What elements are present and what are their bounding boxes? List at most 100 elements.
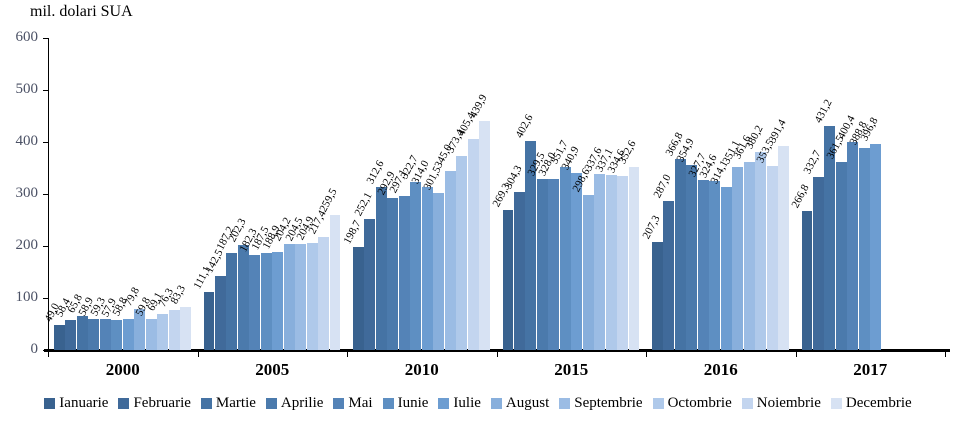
bar-2016-iulie xyxy=(720,186,732,350)
bar-2000-octombrie xyxy=(157,314,169,350)
bar-value-label: 332,7 xyxy=(801,148,824,176)
bar-2010-decembrie xyxy=(479,121,490,350)
bar-2000-septembrie xyxy=(145,318,157,350)
bar-2017-aprilie xyxy=(835,162,847,350)
bar-2000-iunie xyxy=(111,319,123,350)
bar-value-label: 431,2 xyxy=(812,97,835,125)
bar-value-label: 207,3 xyxy=(640,213,663,242)
bar-2017-iunie xyxy=(858,147,870,350)
bar-2010-iulie xyxy=(421,186,433,350)
bar-value-label: 266,8 xyxy=(789,182,812,211)
legend-swatch xyxy=(559,398,571,409)
y-axis-tick-label: 100 xyxy=(15,289,39,305)
bar-2015-aprilie xyxy=(536,178,548,350)
legend-label: Iunie xyxy=(397,395,429,411)
x-axis-year-label: 2017 xyxy=(853,360,888,379)
bar-2010-martie xyxy=(375,187,387,350)
bar-2015-decembrie xyxy=(628,166,640,350)
bar-2016-decembrie xyxy=(778,146,789,350)
legend-swatch xyxy=(830,398,842,409)
x-axis-tick-mark xyxy=(795,352,797,357)
bar-value-label: 142,5 xyxy=(203,247,226,275)
bar-2010-octombrie xyxy=(456,155,468,350)
legend-label: Ianuarie xyxy=(59,395,109,411)
x-axis-tick-mark xyxy=(945,352,946,357)
bar-2016-februarie xyxy=(663,200,675,350)
bar-2000-noiembrie xyxy=(168,310,180,350)
bar-2016-aprilie xyxy=(686,165,698,350)
chart-title: mil. dolari SUA xyxy=(30,3,133,20)
y-axis-tick-label: 400 xyxy=(15,133,39,149)
x-axis-tick-mark xyxy=(48,352,49,357)
bar-2015-septembrie xyxy=(594,174,606,350)
legend-label: Septembrie xyxy=(574,395,643,411)
bar-2017-mai xyxy=(847,141,859,350)
bar-2015-octombrie xyxy=(605,174,617,350)
bar-value-label: 287,0 xyxy=(651,172,674,200)
legend-item-decembrie: Decembrie xyxy=(830,395,912,412)
bar-2005-noiembrie xyxy=(318,236,330,350)
legend-label: Noiembrie xyxy=(756,395,821,411)
bar-2005-martie xyxy=(226,252,238,350)
x-axis-year-label: 2016 xyxy=(703,360,738,379)
bar-2010-ianuarie xyxy=(353,246,364,350)
bar-2000-februarie xyxy=(65,319,77,350)
bar-2015-noiembrie xyxy=(617,176,629,350)
y-axis-tick-mark xyxy=(43,90,49,91)
bar-2000-decembrie xyxy=(180,306,191,350)
bar-value-label: 83,3 xyxy=(168,283,188,306)
x-axis-tick-mark xyxy=(197,352,199,357)
legend-item-iulie: Iulie xyxy=(438,395,481,412)
bar-2005-ianuarie xyxy=(203,292,215,350)
legend-label: Februarie xyxy=(133,395,191,411)
x-axis-year-label: 2005 xyxy=(255,360,290,379)
legend-item-iunie: Iunie xyxy=(382,395,429,412)
bar-2005-iunie xyxy=(260,252,272,350)
bar-2017-martie xyxy=(824,125,836,350)
bar-2016-mai xyxy=(697,179,709,350)
legend-swatch xyxy=(382,398,394,409)
y-axis-tick-mark xyxy=(43,350,49,351)
y-axis-tick-label: 300 xyxy=(15,185,39,201)
bar-2016-iunie xyxy=(709,181,721,350)
legend-item-noiembrie: Noiembrie xyxy=(741,395,821,412)
bar-value-label: 198,7 xyxy=(341,218,364,246)
legend-swatch xyxy=(265,398,277,409)
y-axis-tick-label: 200 xyxy=(15,237,39,253)
bar-2015-august xyxy=(582,194,594,350)
bar-2017-februarie xyxy=(812,176,824,350)
bar-2000-martie xyxy=(76,315,88,350)
y-axis-tick-label: 500 xyxy=(15,81,39,97)
bar-value-label: 391,4 xyxy=(766,117,789,146)
x-axis-year-label: 2010 xyxy=(404,360,439,379)
bar-2000-mai xyxy=(99,319,111,350)
x-axis-tick-mark xyxy=(496,352,498,357)
legend-item-octombrie: Octombrie xyxy=(652,395,732,412)
legend-item-august: August xyxy=(490,395,549,412)
legend-item-mai: Mai xyxy=(333,395,373,412)
y-axis-tick-mark xyxy=(43,298,49,299)
bar-2010-februarie xyxy=(364,218,376,350)
bar-2005-septembrie xyxy=(295,243,307,350)
bar-2005-iulie xyxy=(272,251,284,350)
legend-label: Octombrie xyxy=(667,395,732,411)
bar-2005-octombrie xyxy=(306,243,318,350)
legend-swatch xyxy=(333,398,345,409)
legend-swatch xyxy=(741,398,753,409)
bar-2005-decembrie xyxy=(329,215,341,350)
legend-item-septembrie: Septembrie xyxy=(559,395,643,412)
legend: Ianuarie Februarie Martie Aprilie Mai Iunie Iu… xyxy=(0,395,956,412)
legend-swatch xyxy=(490,398,502,409)
legend-item-ianuarie: Ianuarie xyxy=(44,395,108,412)
bar-2015-iunie xyxy=(559,167,571,350)
bar-2015-februarie xyxy=(513,191,525,350)
bar-2017-iulie xyxy=(870,143,882,350)
legend-label: Iulie xyxy=(453,395,481,411)
legend-swatch xyxy=(44,398,56,409)
bar-2016-martie xyxy=(674,159,686,350)
legend-swatch xyxy=(118,398,130,409)
bar-2005-februarie xyxy=(214,275,226,350)
y-axis-tick-mark xyxy=(43,142,49,143)
bar-2015-martie xyxy=(525,140,537,350)
